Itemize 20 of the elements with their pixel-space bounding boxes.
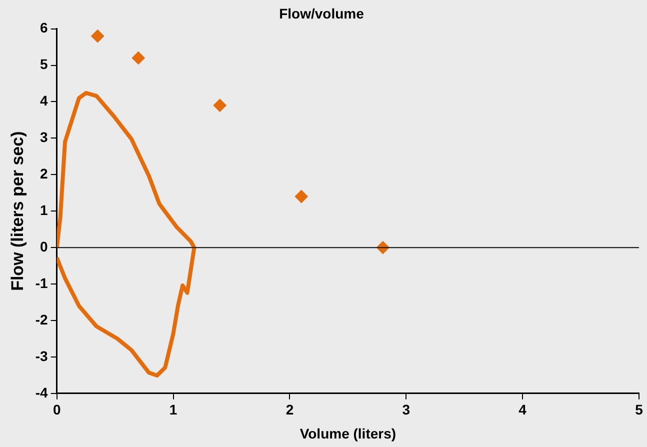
y-tick-label: 3 xyxy=(40,129,48,146)
x-tick-label: 1 xyxy=(169,402,178,418)
y-tick-label: 4 xyxy=(40,92,48,109)
y-tick-label: 1 xyxy=(40,202,48,218)
x-axis-title: Volume (liters) xyxy=(300,425,396,442)
chart-title: Flow/volume xyxy=(279,5,364,22)
x-tick-label: 2 xyxy=(286,402,294,418)
y-tick-label: -4 xyxy=(35,384,48,400)
y-tick-label: 0 xyxy=(40,238,48,254)
y-axis-title: Flow (liters per sec) xyxy=(8,131,27,291)
y-tick-label: 5 xyxy=(40,56,48,72)
y-tick-label: -1 xyxy=(35,274,48,291)
y-tick-label: 2 xyxy=(40,166,48,182)
y-tick-label: 6 xyxy=(40,20,48,36)
x-tick-label: 3 xyxy=(402,402,410,418)
x-tick-label: 5 xyxy=(635,402,644,418)
y-tick-label: -3 xyxy=(35,348,48,364)
y-tick-label: -2 xyxy=(35,311,48,328)
x-tick-label: 0 xyxy=(52,402,61,418)
x-tick-label: 4 xyxy=(518,402,527,418)
